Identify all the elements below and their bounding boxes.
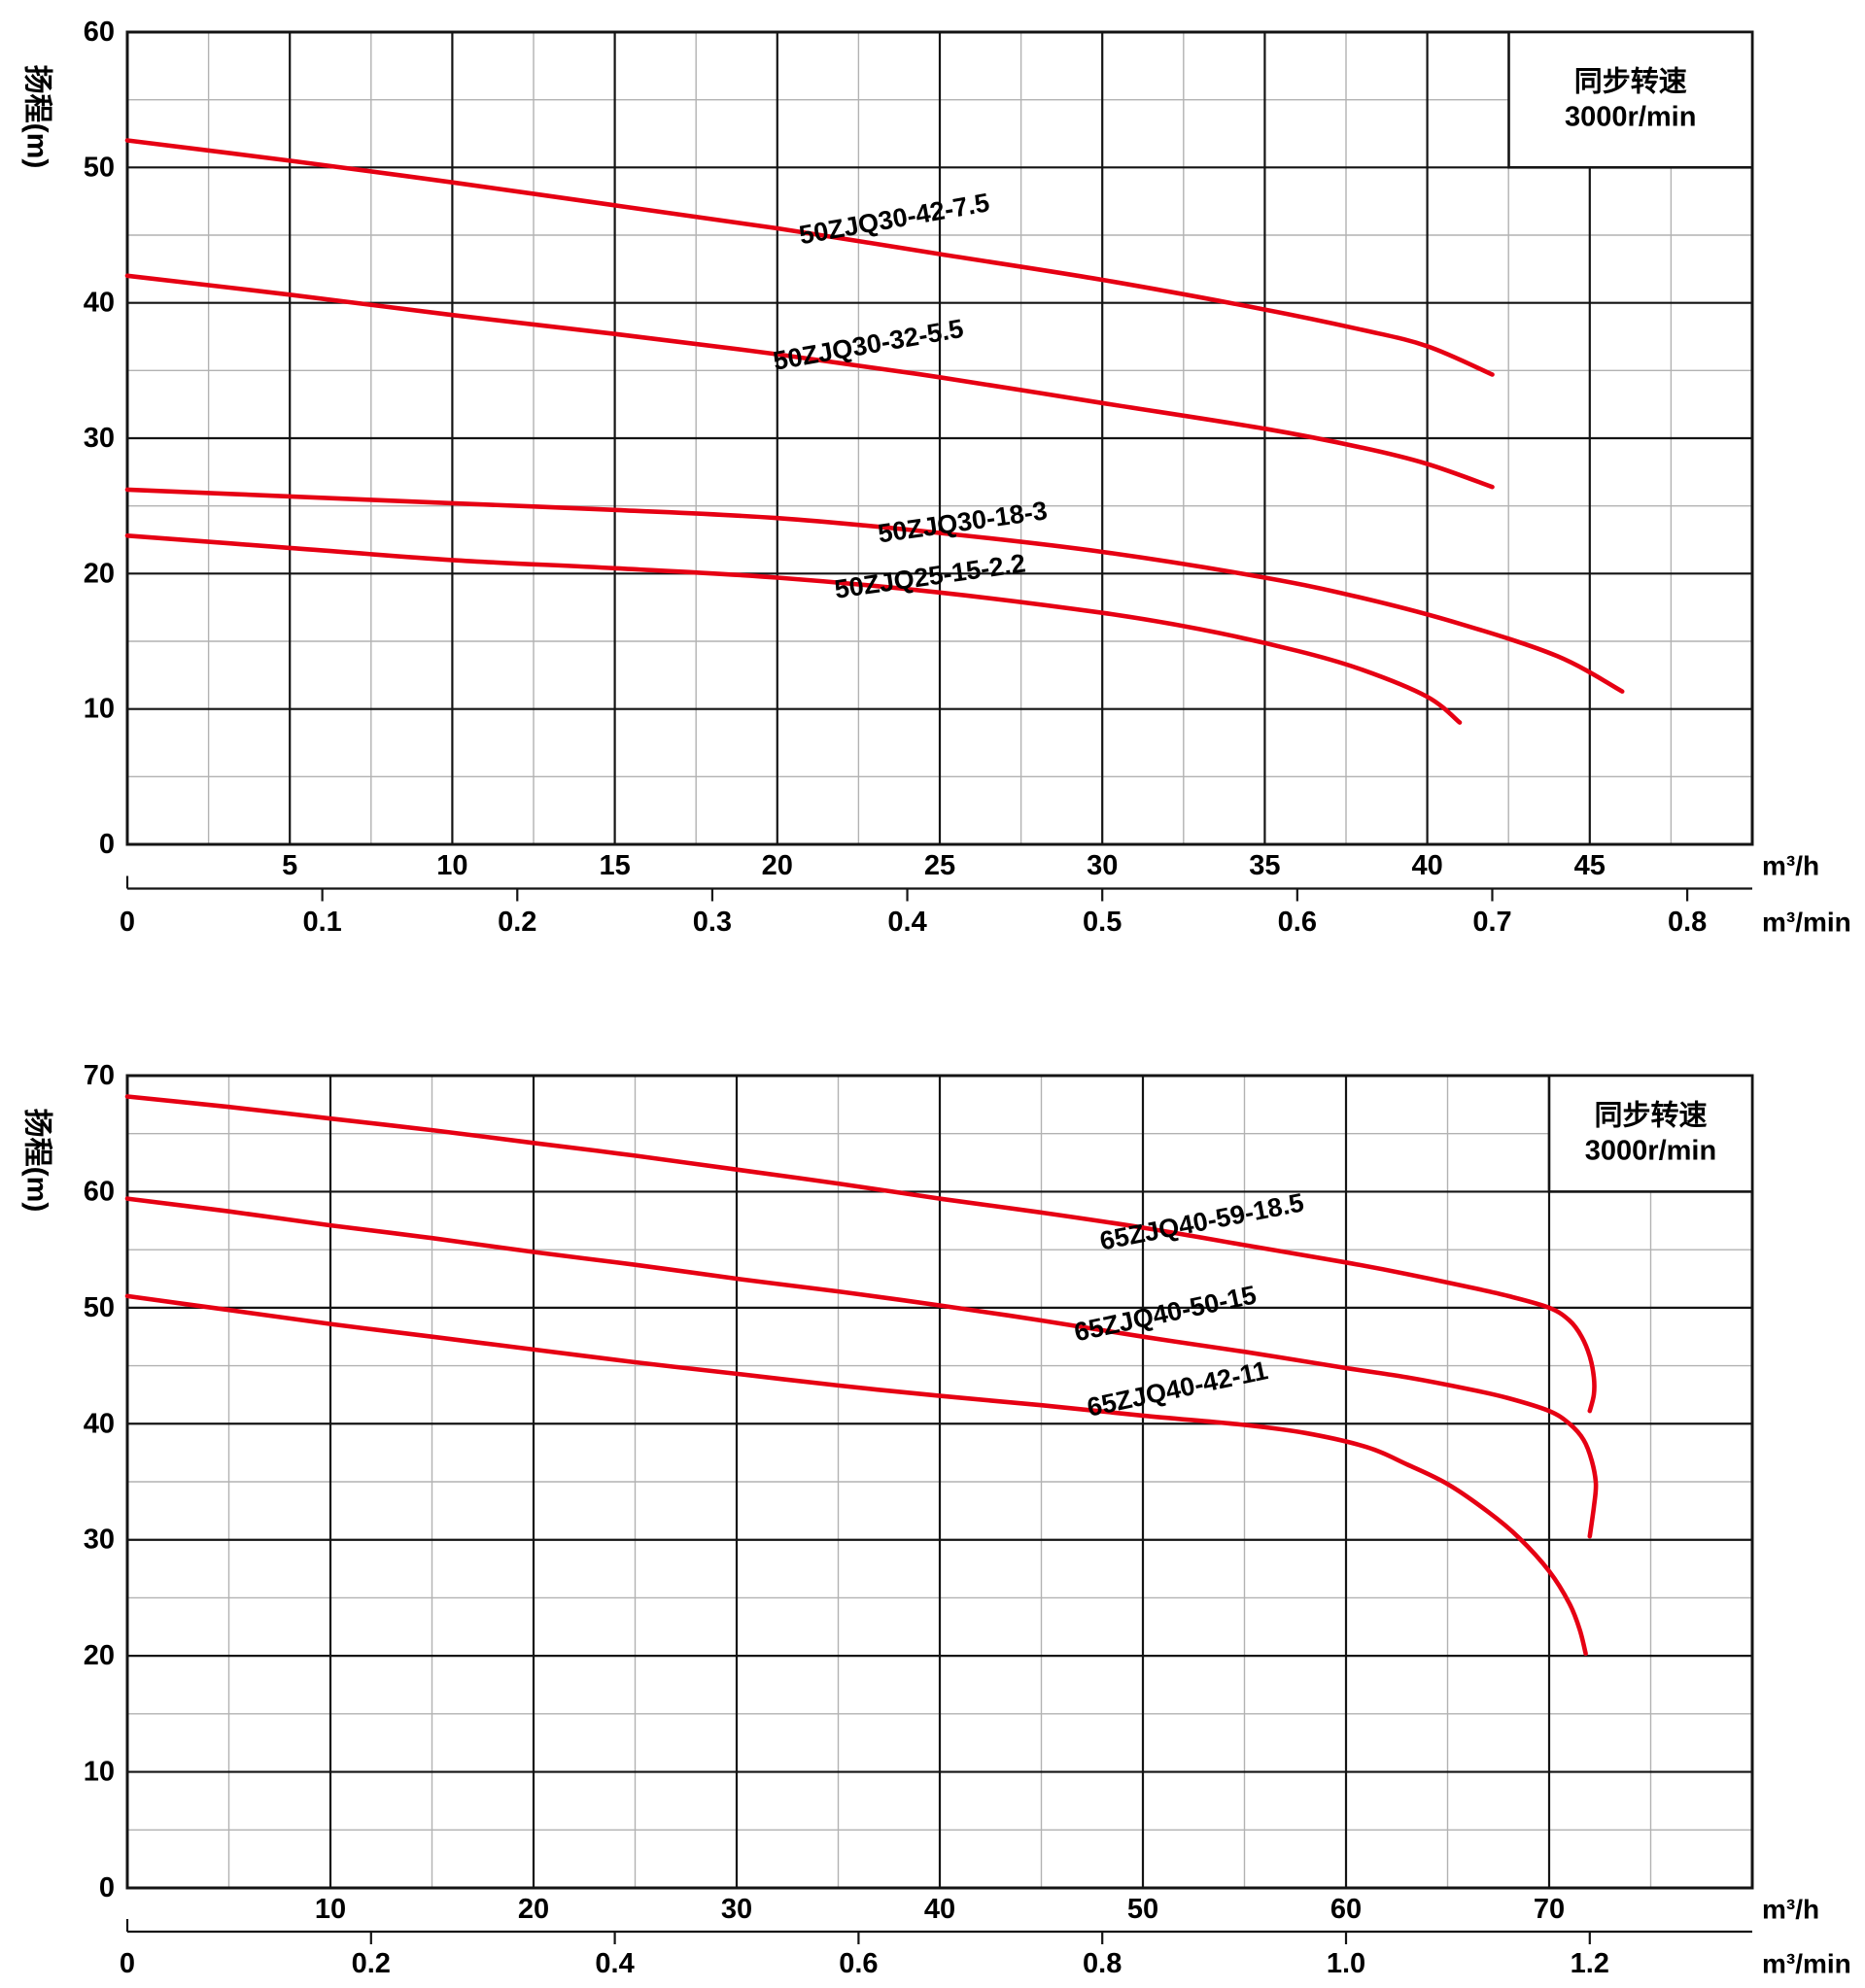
grid-major — [127, 1076, 1752, 1888]
curve-50zjq30-32-5.5 — [124, 273, 1495, 490]
x-axis-unit-label: m³/h — [1762, 1895, 1819, 1925]
plot-border — [125, 1074, 1754, 1890]
y-axis-title: 扬程(m) — [21, 65, 53, 169]
grid-major — [127, 32, 1752, 844]
sync-speed-rpm: 3000r/min — [1565, 102, 1696, 133]
secondary-x-tick-label: 0.5 — [1083, 907, 1122, 938]
y-tick-label: 30 — [84, 423, 115, 454]
curve-50zjq30-42-7.5 — [124, 138, 1495, 377]
x-tick-label: 30 — [1087, 850, 1118, 881]
y-tick-label: 10 — [84, 694, 115, 725]
x-axis-unit-label: m³/h — [1762, 851, 1819, 881]
curve-65zjq40-42-11 — [124, 1293, 1588, 1657]
y-tick-label: 10 — [84, 1757, 115, 1788]
sync-speed-rpm: 3000r/min — [1585, 1136, 1716, 1167]
x-axis-tick-labels: 10 20 30 40 50 60 70 — [315, 1894, 1565, 1925]
curve-label: 50ZJQ30-42-7.5 — [797, 188, 991, 250]
curve-label: 65ZJQ40-50-15 — [1072, 1280, 1260, 1347]
secondary-x-axis-unit-label: m³/min — [1762, 908, 1851, 938]
x-tick-label: 20 — [518, 1894, 549, 1925]
y-tick-label: 30 — [84, 1525, 115, 1556]
x-tick-label: 20 — [762, 850, 793, 881]
y-tick-label: 40 — [84, 288, 115, 319]
y-tick-label: 20 — [84, 558, 115, 589]
y-tick-label: 60 — [84, 17, 115, 48]
secondary-x-tick-label: 0.2 — [498, 907, 536, 938]
curve-label: 50ZJQ25-15-2.2 — [833, 548, 1027, 603]
y-tick-label: 60 — [84, 1176, 115, 1207]
x-axis-tick-labels: 5 10 15 20 25 30 35 40 45 — [282, 850, 1606, 881]
x-tick-label: 70 — [1534, 1894, 1565, 1925]
y-axis-title: 扬程(m) — [21, 1109, 53, 1213]
secondary-x-tick-label: 1.0 — [1327, 1948, 1365, 1979]
y-axis-tick-labels: 0 10 20 30 40 50 60 70 — [84, 1060, 115, 1903]
sync-speed-text-cn: 同步转速 — [1594, 1100, 1707, 1132]
x-tick-label: 30 — [721, 1894, 752, 1925]
secondary-x-tick-label: 0.6 — [839, 1948, 878, 1979]
secondary-x-tick-label: 0.8 — [1668, 907, 1707, 938]
x-tick-label: 45 — [1574, 850, 1606, 881]
y-tick-label: 0 — [99, 1872, 115, 1903]
sync-speed-text-cn: 同步转速 — [1574, 66, 1687, 98]
secondary-x-tick-label: 0.3 — [693, 907, 732, 938]
secondary-x-tick-label: 0.2 — [352, 1948, 391, 1979]
secondary-x-tick-label: 0.4 — [595, 1948, 634, 1979]
x-tick-label: 50 — [1127, 1894, 1158, 1925]
secondary-x-tick-label: 1.2 — [1571, 1948, 1609, 1979]
secondary-x-tick-label: 0 — [120, 907, 135, 938]
x-tick-label: 25 — [924, 850, 955, 881]
x-tick-label: 10 — [436, 850, 467, 881]
y-tick-label: 20 — [84, 1640, 115, 1671]
curve-65zjq40-50-15 — [124, 1196, 1599, 1539]
x-tick-label: 15 — [599, 850, 630, 881]
x-tick-label: 40 — [924, 1894, 955, 1925]
secondary-x-tick-label: 0.7 — [1472, 907, 1511, 938]
pump-curve-chart-2: 同步转速 3000r/min 65ZJQ40-59-18.5 65ZJQ40-50-1… — [21, 1060, 1851, 1979]
y-tick-label: 40 — [84, 1408, 115, 1439]
secondary-x-tick-label: 0 — [120, 1948, 135, 1979]
sync-speed-box: 同步转速 3000r/min — [1547, 1074, 1754, 1193]
curve-50zjq30-18-3 — [124, 487, 1625, 694]
x-tick-label: 5 — [282, 850, 297, 881]
x-tick-label: 60 — [1330, 1894, 1362, 1925]
y-tick-label: 50 — [84, 152, 115, 183]
x-tick-label: 10 — [315, 1894, 346, 1925]
curve-65zjq40-59-18.5 — [124, 1094, 1597, 1414]
secondary-x-axis-unit-label: m³/min — [1762, 1949, 1851, 1979]
x-tick-label: 35 — [1249, 850, 1280, 881]
y-tick-label: 0 — [99, 829, 115, 860]
x-tick-label: 40 — [1411, 850, 1442, 881]
secondary-x-tick-label: 0.1 — [302, 907, 341, 938]
secondary-x-axis: 0 0.1 0.2 0.3 0.4 0.5 0.6 0.7 0.8 — [120, 875, 1752, 938]
plot-border — [125, 30, 1754, 846]
pump-curve-chart-1: 同步转速3000r/min50ZJQ30-42-7.550ZJQ30-32-5.… — [21, 17, 1851, 938]
secondary-x-tick-label: 0.6 — [1278, 907, 1317, 938]
secondary-x-axis: 0 0.2 0.4 0.6 0.8 1.0 1.2 — [120, 1919, 1752, 1979]
sync-speed-box: 同步转速 3000r/min — [1507, 30, 1754, 169]
y-axis-tick-labels: 0 10 20 30 40 50 60 — [84, 17, 115, 860]
y-tick-label: 70 — [84, 1060, 115, 1091]
curve-label: 65ZJQ40-59-18.5 — [1097, 1187, 1306, 1255]
y-tick-label: 50 — [84, 1292, 115, 1323]
secondary-x-tick-label: 0.8 — [1083, 1948, 1122, 1979]
curve-50zjq25-15-2.2 — [124, 533, 1463, 725]
secondary-x-tick-label: 0.4 — [887, 907, 926, 938]
